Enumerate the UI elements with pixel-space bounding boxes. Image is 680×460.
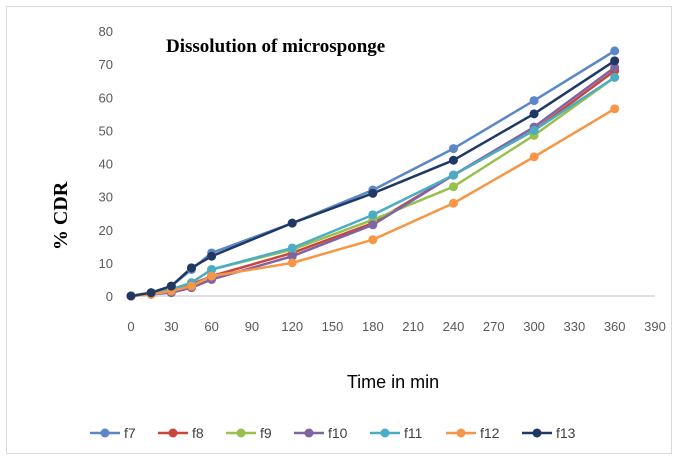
data-point-f13 [287,218,297,228]
x-tick-label: 90 [245,319,259,334]
data-point-f13 [166,281,176,291]
y-axis-title: % CDR [50,181,72,250]
x-tick-label: 330 [564,319,586,334]
data-point-f11 [207,265,217,274]
legend-label-f12: f12 [480,425,500,441]
data-point-f9 [448,182,458,192]
legend-marker-f7 [100,428,110,438]
data-point-f13 [207,251,217,261]
series-line-f11 [130,76,616,298]
legend-marker-f12 [456,428,466,438]
y-tick-label: 30 [99,190,113,205]
legend-marker-f11 [380,428,390,438]
data-point-f11 [529,125,539,135]
x-tick-label: 180 [362,319,384,334]
data-point-f13 [368,188,378,198]
x-tick-label: 60 [204,319,218,334]
series-lines [130,49,616,298]
series-line-f13 [130,59,616,298]
x-tick-label: 240 [443,319,465,334]
legend-item-f9: f9 [226,425,272,441]
x-tick-label: 390 [644,319,666,334]
legend-label-f10: f10 [328,425,348,441]
legend-marker-f13 [532,428,542,438]
data-point-f11 [448,170,458,180]
data-point-f12 [186,281,196,291]
x-tick-label: 270 [483,319,505,334]
legend-item-f8: f8 [158,425,204,441]
data-point-f10 [287,251,297,261]
data-point-f12 [448,198,458,208]
series-line-f7 [130,49,616,298]
series-points [126,46,620,301]
x-tick-label: 150 [322,319,344,334]
x-tick-label: 300 [523,319,545,334]
legend-item-f7: f7 [90,425,136,441]
legend-label-f8: f8 [192,425,204,441]
x-tick-label: 30 [164,319,178,334]
data-point-f13 [529,109,539,119]
x-tick-labels: 0 30 60 90 120 150 180 210 240 270 300 330 360 390 [127,319,665,334]
data-point-f12 [207,271,217,281]
data-point-f7 [610,46,620,56]
data-point-f13 [610,56,620,66]
data-point-f11 [287,243,297,253]
legend-marker-f8 [168,428,178,438]
data-point-f13 [126,291,136,301]
x-tick-label: 360 [604,319,626,334]
y-tick-label: 0 [106,289,113,304]
legend: f7 f8 f9 f10 f11 f12 f13 [90,425,576,441]
legend-label-f11: f11 [404,425,423,441]
y-tick-label: 70 [99,57,113,72]
data-point-f12 [610,104,620,114]
legend-label-f13: f13 [556,425,576,441]
legend-item-f11: f11 [370,425,423,441]
data-point-f13 [146,288,156,298]
data-point-f12 [529,152,539,162]
x-tick-label: 120 [281,319,303,334]
legend-item-f13: f13 [522,425,576,441]
y-tick-label: 40 [99,157,113,172]
y-tick-label: 50 [99,123,113,138]
data-point-f7 [448,144,458,154]
data-point-f13 [448,155,458,165]
data-point-f12 [287,258,297,268]
legend-label-f9: f9 [260,425,272,441]
data-point-f7 [529,96,539,106]
series-line-f12 [130,107,616,298]
legend-marker-f9 [236,428,246,438]
data-point-f11 [368,210,378,220]
legend-marker-f10 [304,428,314,438]
y-tick-label: 80 [99,24,113,39]
data-point-f12 [368,235,378,245]
y-tick-labels: 0 10 20 30 40 50 60 70 80 [99,24,113,304]
y-tick-label: 10 [99,256,113,271]
y-tick-label: 20 [99,223,113,238]
x-axis-title: Time in min [347,372,439,392]
y-tick-label: 60 [99,90,113,105]
legend-item-f10: f10 [294,425,348,441]
legend-item-f12: f12 [446,425,500,441]
x-tick-label: 0 [127,319,134,334]
data-point-f10 [368,220,378,230]
data-point-f13 [186,263,196,273]
legend-label-f7: f7 [124,425,136,441]
x-tick-label: 210 [402,319,424,334]
data-point-f10 [610,62,620,72]
chart-title: Dissolution of microsponge [166,36,385,57]
data-point-f11 [610,72,620,82]
